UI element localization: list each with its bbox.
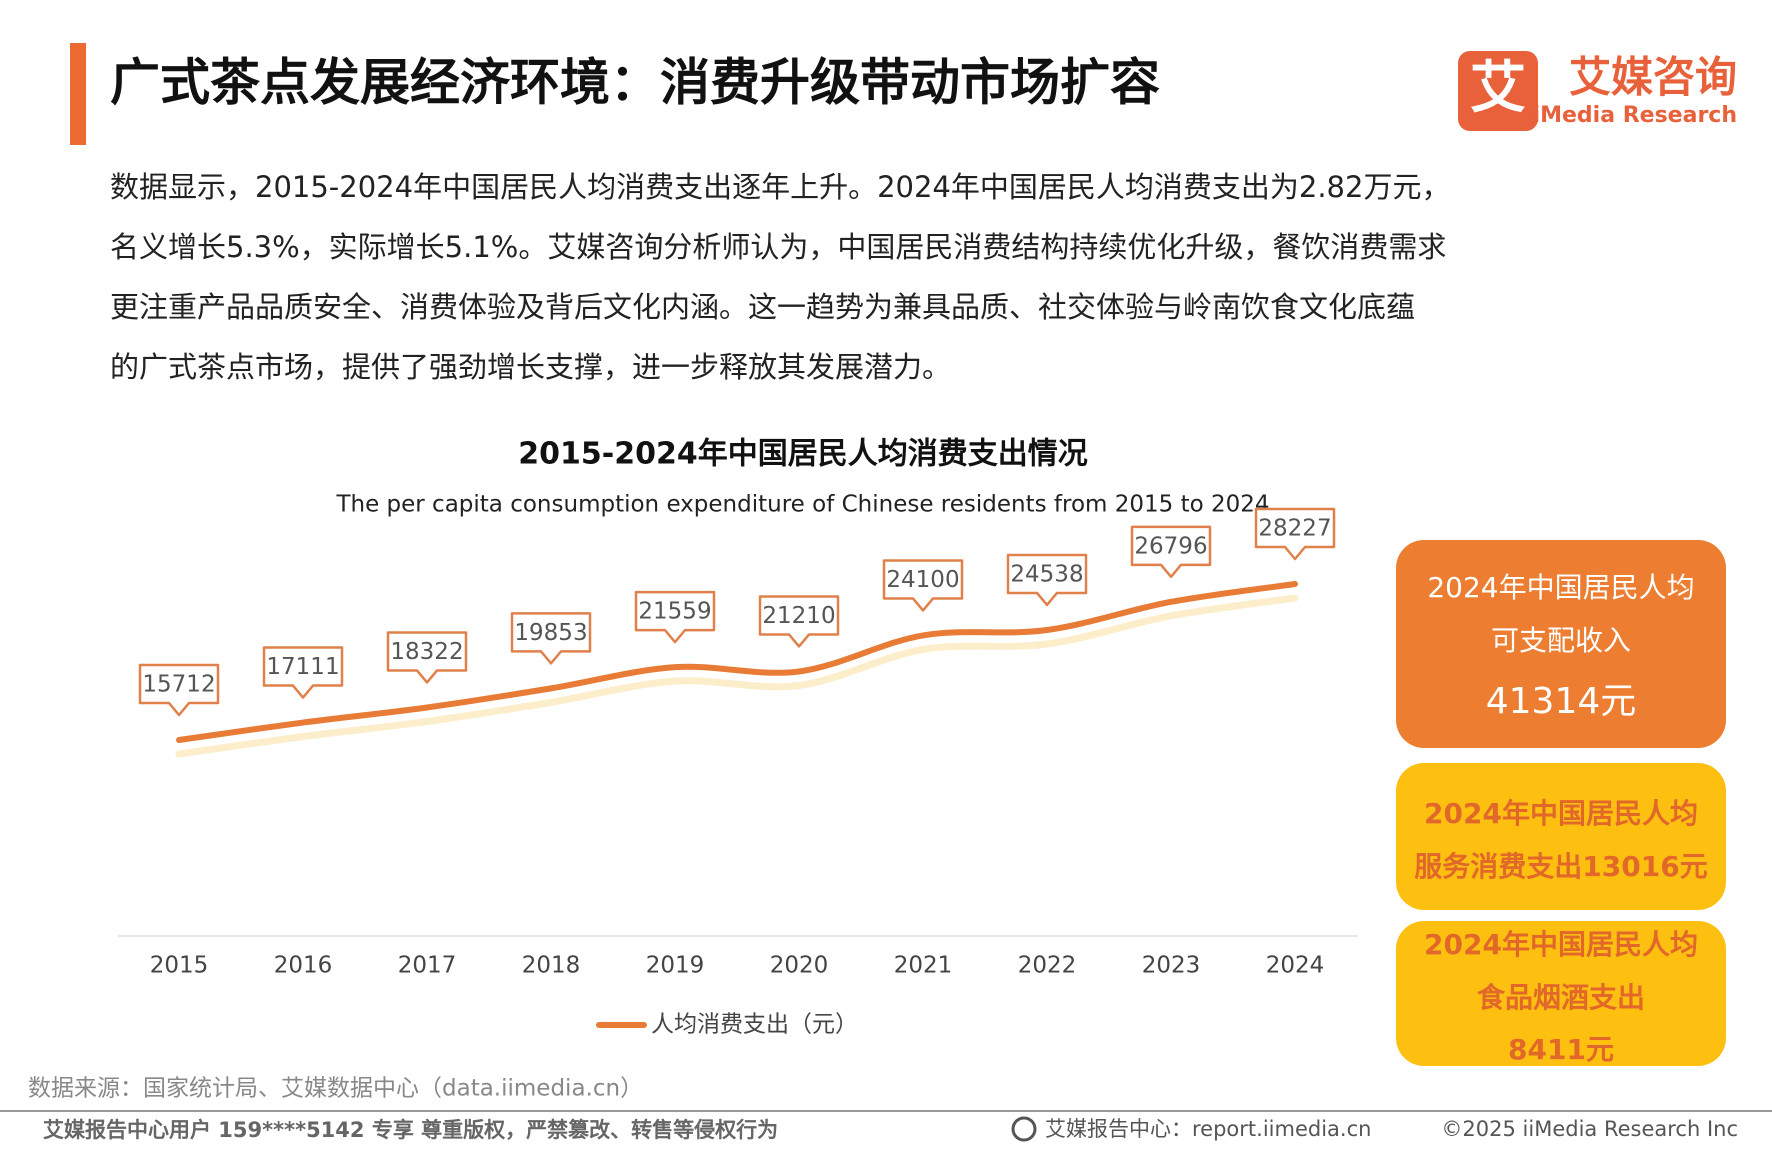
highlight-box xyxy=(1396,921,1726,1066)
x-tick-label: 2024 xyxy=(1266,953,1325,979)
data-label-box xyxy=(1254,507,1336,561)
source: 数据来源：国家统计局、艾媒数据中心（data.iimedia.cn） xyxy=(28,1076,643,1102)
paragraph-line: 数据显示，2015-2024年中国居民人均消费支出逐年上升。2024年中国居民人… xyxy=(110,170,1450,204)
x-tick-label: 2015 xyxy=(150,953,209,979)
x-tick-label: 2023 xyxy=(1142,953,1201,979)
data-label-box xyxy=(634,590,716,644)
highlight-text: 41314元 xyxy=(1486,681,1637,722)
data-label: 24100 xyxy=(886,567,959,593)
data-label: 19853 xyxy=(514,620,587,646)
chart-title: 2015-2024年中国居民人均消费支出情况 xyxy=(518,437,1087,472)
data-label: 18322 xyxy=(390,639,463,665)
line xyxy=(176,581,1298,743)
data-label: 21210 xyxy=(762,603,835,629)
line-shadow xyxy=(175,594,1299,758)
logo-icon-box xyxy=(1458,51,1538,131)
highlight-box xyxy=(1396,763,1726,910)
page-title: 广式茶点发展经济环境：消费升级带动市场扩容 xyxy=(110,54,1160,112)
data-label-box xyxy=(882,559,964,612)
x-tick-label: 2017 xyxy=(398,953,457,979)
highlight-box xyxy=(1396,540,1726,748)
paragraph-line: 更注重产品品质安全、消费体验及背后文化内涵。这一趋势为兼具品质、社交体验与岭南饮… xyxy=(110,290,1415,324)
data-label-box xyxy=(510,612,592,665)
x-tick-label: 2016 xyxy=(274,953,333,979)
paragraph-line: 的广式茶点市场，提供了强劲增长支撑，进一步释放其发展潜力。 xyxy=(110,350,951,384)
highlight-text: 8411元 xyxy=(1508,1033,1614,1066)
data-label: 28227 xyxy=(1258,516,1331,542)
x-tick-label: 2022 xyxy=(1018,953,1077,979)
highlight-text: 2024年中国居民人均 xyxy=(1427,571,1694,604)
title-bar xyxy=(70,43,86,145)
chart-subtitle: The per capita consumption expenditure o… xyxy=(335,492,1269,518)
data-label-box xyxy=(262,646,344,699)
data-label-box xyxy=(138,663,220,717)
data-label-box xyxy=(758,595,840,648)
data-label-box xyxy=(1006,553,1088,607)
data-label: 21559 xyxy=(638,599,711,625)
paragraph-line: 名义增长5.3%，实际增长5.1%。艾媒咨询分析师认为，中国居民消费结构持续优化… xyxy=(110,230,1446,264)
logo-en: iiMedia Research xyxy=(1525,103,1737,128)
logo-icon: 艾 xyxy=(1470,56,1526,121)
data-label-box xyxy=(1130,525,1212,579)
highlight-text: 可支配收入 xyxy=(1491,624,1631,657)
footer-icon xyxy=(1011,1116,1037,1142)
highlight-text: 服务消费支出13016元 xyxy=(1414,850,1707,883)
data-label: 15712 xyxy=(142,672,215,698)
highlight-text: 食品烟酒支出 xyxy=(1477,981,1645,1014)
footer-left: 艾媒报告中心用户 159****5142 专享 尊重版权，严禁篡改、转售等侵权行… xyxy=(43,1118,778,1142)
footer-center: 艾媒报告中心：report.iimedia.cn xyxy=(1045,1117,1371,1141)
highlight-text: 2024年中国居民人均 xyxy=(1424,928,1698,961)
x-tick-label: 2020 xyxy=(770,953,829,979)
highlight-text: 2024年中国居民人均 xyxy=(1424,797,1698,830)
footer-right: ©2025 iiMedia Research Inc xyxy=(1441,1117,1738,1141)
x-tick-label: 2018 xyxy=(522,953,581,979)
logo-cn: 艾媒咨询 xyxy=(1569,53,1737,102)
data-label-box xyxy=(386,631,468,684)
x-tick-label: 2021 xyxy=(894,953,953,979)
data-label: 24538 xyxy=(1010,561,1083,587)
legend-label: 人均消费支出（元） xyxy=(651,1012,858,1038)
x-tick-label: 2019 xyxy=(646,953,705,979)
data-label: 26796 xyxy=(1134,533,1207,559)
data-label: 17111 xyxy=(266,654,339,680)
